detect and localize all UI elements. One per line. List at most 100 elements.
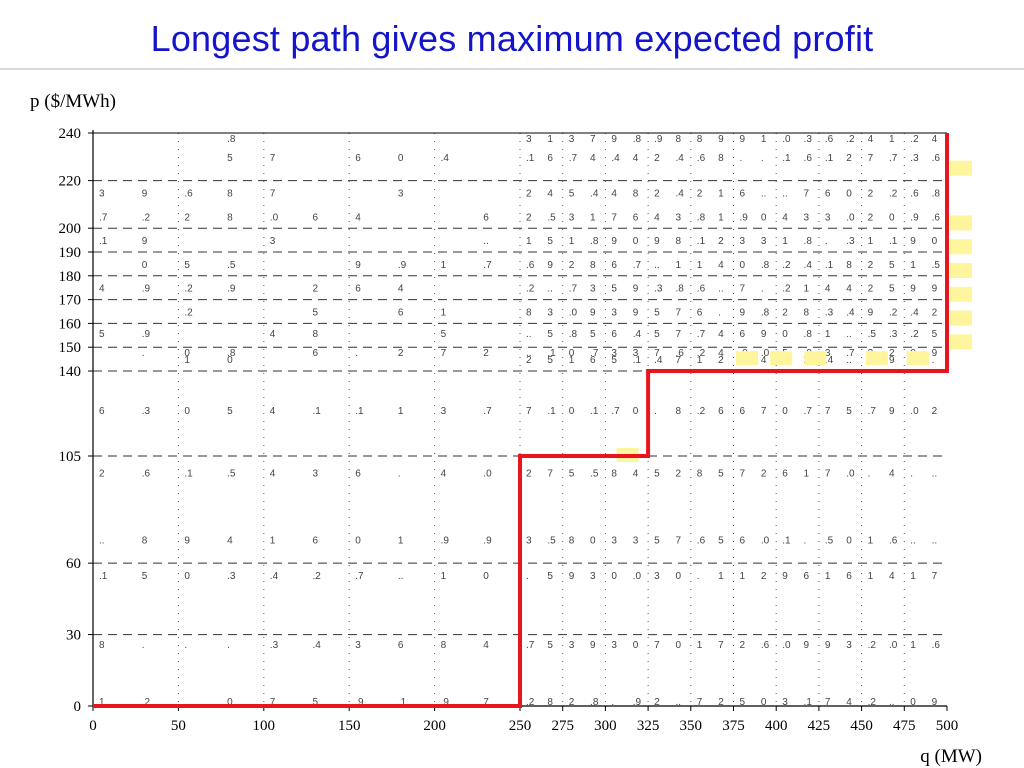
cell-value: 3 (590, 571, 596, 582)
highlight-cell (865, 351, 888, 366)
cell-value: .0 (483, 469, 492, 480)
cell-value: 6 (99, 406, 105, 417)
y-tick-200: 200 (59, 221, 82, 237)
cell-value: .. (910, 535, 916, 546)
cell-value: .0 (782, 640, 791, 651)
cell-value: 4 (441, 469, 447, 480)
x-tick-100: 100 (253, 718, 276, 734)
cell-value: 7 (932, 571, 938, 582)
cell-value: .8 (932, 189, 941, 200)
cell-value: .9 (654, 134, 663, 145)
cell-value: 4 (611, 189, 617, 200)
cell-value: 6 (483, 212, 489, 223)
cell-value: .5 (227, 260, 236, 271)
title-divider (0, 68, 1024, 70)
cell-value: 7 (270, 697, 276, 708)
cell-value: 0 (227, 697, 233, 708)
cell-value: 7 (675, 535, 681, 546)
cell-value: .8 (590, 697, 599, 708)
cell-value: 3 (441, 406, 447, 417)
cell-value: . (227, 640, 230, 651)
cell-value: 3 (633, 535, 639, 546)
cell-value: 4 (398, 284, 404, 295)
cell-value: .9 (142, 284, 151, 295)
cell-value: 3 (611, 308, 617, 319)
cell-value: .1 (547, 406, 556, 417)
cell-value: 8 (227, 189, 233, 200)
cell-value: .1 (889, 236, 898, 247)
cell-value: 7 (675, 308, 681, 319)
cell-value: 4 (718, 329, 724, 340)
cell-value: 3 (782, 697, 788, 708)
cell-value: .7 (590, 348, 599, 359)
cell-value: 2 (483, 348, 489, 359)
cell-value: 8 (718, 153, 724, 164)
cell-value: .7 (633, 260, 642, 271)
cell-value: . (654, 406, 657, 417)
cell-value: 7 (804, 189, 810, 200)
cell-value: 0 (675, 640, 681, 651)
cell-value: 7 (825, 469, 831, 480)
cell-value: .1 (825, 153, 834, 164)
x-tick-500: 500 (936, 718, 959, 734)
cell-value: 6 (611, 260, 617, 271)
cell-value: 1 (718, 189, 724, 200)
cell-value: 9 (355, 260, 361, 271)
cell-value: 7 (675, 329, 681, 340)
cell-value: 0 (761, 697, 767, 708)
cell-value: .7 (355, 571, 364, 582)
cell-value: 9 (547, 260, 553, 271)
cell-value: 0 (633, 406, 639, 417)
cell-value: . (355, 348, 358, 359)
cell-value: .9 (441, 697, 450, 708)
cell-value: 8 (547, 697, 553, 708)
cell-value: .7 (804, 406, 813, 417)
cell-value: .. (846, 329, 852, 340)
cell-value: . (718, 308, 721, 319)
cell-value: 3 (611, 640, 617, 651)
highlight-cell-right (950, 215, 972, 231)
cell-value: 2 (313, 284, 319, 295)
cell-value: 6 (740, 535, 746, 546)
cell-value: 7 (718, 640, 724, 651)
cell-value: 2 (184, 212, 190, 223)
x-tick-475: 475 (893, 718, 916, 734)
cell-value: 7 (825, 406, 831, 417)
cell-value: 0 (846, 189, 852, 200)
cell-value: 2 (526, 189, 532, 200)
cell-value: 3 (654, 571, 660, 582)
cell-value: 4 (889, 571, 895, 582)
cell-value: .1 (590, 406, 599, 417)
cell-value: .6 (825, 134, 834, 145)
cell-value: 3 (355, 640, 361, 651)
cell-value: .1 (547, 348, 556, 359)
cell-value: .6 (697, 535, 706, 546)
cell-value: . (740, 153, 743, 164)
cell-value: 9 (932, 284, 938, 295)
cell-value: 4 (868, 134, 874, 145)
cell-value: . (142, 640, 145, 651)
cell-value: 4 (825, 284, 831, 295)
cell-value: 5 (313, 697, 319, 708)
cell-value: 6 (804, 571, 810, 582)
cell-value: 1 (526, 236, 532, 247)
cell-value: .6 (761, 640, 770, 651)
cell-value: 1 (697, 260, 703, 271)
highlight-cell-right (950, 160, 972, 176)
cell-value: .7 (889, 153, 898, 164)
cell-value: . (761, 284, 764, 295)
cell-value: 9 (740, 308, 746, 319)
x-tick-375: 375 (722, 718, 745, 734)
cell-value: 0 (184, 571, 190, 582)
cell-value: 3 (825, 348, 831, 359)
cell-value: 0 (633, 640, 639, 651)
cell-value: 5 (611, 284, 617, 295)
cell-value: .3 (910, 153, 919, 164)
cell-value: 8 (313, 329, 319, 340)
cell-value: .9 (355, 697, 364, 708)
grid (93, 133, 947, 706)
cell-value: .7 (611, 406, 620, 417)
cell-value: 2 (675, 469, 681, 480)
cell-value: 9 (910, 236, 916, 247)
highlight-cell-right (950, 310, 972, 326)
